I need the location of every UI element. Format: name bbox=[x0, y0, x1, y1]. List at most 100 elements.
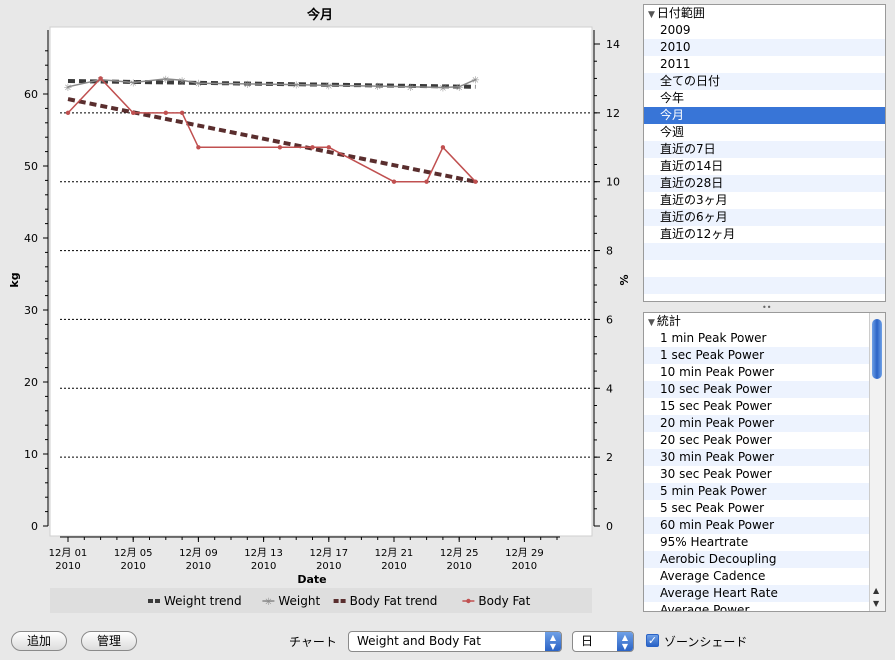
bottom-axis-tick-label: 12月 01 bbox=[49, 547, 88, 559]
right-axis-tick-label: 12 bbox=[606, 107, 620, 120]
scrollbar-thumb[interactable] bbox=[872, 319, 882, 379]
right-axis-tick-label: 6 bbox=[606, 313, 613, 326]
plot-background bbox=[49, 26, 593, 537]
empty-row bbox=[644, 260, 885, 277]
stats-item[interactable]: 15 sec Peak Power bbox=[660, 399, 772, 413]
legend-label: Weight trend bbox=[164, 594, 242, 608]
legend-swatch-marker bbox=[466, 598, 471, 604]
date-range-item[interactable]: 今年 bbox=[660, 91, 685, 105]
bottom-axis-tick-year: 2010 bbox=[251, 561, 276, 572]
chart-label: チャート bbox=[289, 635, 337, 649]
right-axis-tick-label: 8 bbox=[606, 245, 613, 258]
select-arrows-icon: ▲ ▼ bbox=[545, 632, 561, 651]
series-point: ✳ bbox=[64, 83, 72, 94]
right-axis-tick-label: 0 bbox=[606, 520, 613, 533]
zone-shade-label: ゾーンシェード bbox=[664, 635, 748, 649]
series-point bbox=[473, 179, 478, 184]
date-range-item[interactable]: 直近の14日 bbox=[660, 159, 724, 173]
stats-item[interactable]: 5 sec Peak Power bbox=[660, 501, 765, 515]
date-range-item[interactable]: 直近の6ヶ月 bbox=[644, 209, 885, 226]
stats-header[interactable]: ▼ 統計 bbox=[644, 313, 885, 330]
bottom-axis-tick-label: 12月 29 bbox=[505, 547, 544, 559]
stats-scrollbar[interactable]: ▲ ▼ bbox=[869, 313, 885, 611]
chart-title: 今月 bbox=[306, 7, 333, 23]
series-point: ✳ bbox=[129, 78, 137, 89]
stats-item[interactable]: 1 sec Peak Power bbox=[644, 347, 869, 364]
date-range-item[interactable]: 全ての日付 bbox=[644, 73, 885, 90]
date-range-item[interactable]: 直近の12ヶ月 bbox=[660, 227, 736, 241]
date-range-item[interactable]: 2009 bbox=[660, 23, 691, 37]
date-range-item[interactable]: 2011 bbox=[660, 57, 691, 71]
series-point bbox=[440, 145, 446, 150]
stats-list: 1 min Peak Power 1 sec Peak Power 10 min P… bbox=[644, 330, 869, 611]
left-axis-tick-label: 40 bbox=[24, 232, 38, 245]
date-range-panel[interactable]: ▼ 日付範囲 2009 2010 2011 全ての日付 今年今月 今週直近の7日 直近の14日… bbox=[643, 4, 886, 302]
stats-item[interactable]: 1 min Peak Power bbox=[660, 331, 767, 345]
disclosure-triangle-icon[interactable]: ▼ bbox=[648, 10, 655, 20]
bottom-axis-tick-year: 2010 bbox=[120, 561, 145, 572]
series-point: ✳ bbox=[325, 81, 333, 92]
period-select[interactable]: 日 ▲ ▼ bbox=[572, 631, 634, 652]
legend-label: Weight bbox=[278, 594, 320, 608]
bottom-axis-tick-year: 2010 bbox=[381, 561, 406, 572]
right-axis-tick-label: 14 bbox=[606, 38, 620, 51]
splitter-handle-icon[interactable]: •• bbox=[762, 303, 772, 312]
series-point: ✳ bbox=[96, 76, 104, 87]
chart-svg: 今月 0 10 20 30 40 50 60 kg 0 2 4 6 8 10 12 14% 12月 01 2010 1… bbox=[8, 7, 631, 613]
stats-item[interactable]: Average Heart Rate bbox=[644, 585, 869, 602]
bottom-axis-tick-label: 12月 17 bbox=[309, 547, 348, 559]
stats-item[interactable]: Aerobic Decoupling bbox=[644, 551, 869, 568]
x-axis-label: Date bbox=[297, 573, 326, 586]
stats-item[interactable]: 95% Heartrate bbox=[660, 535, 749, 549]
empty-row bbox=[644, 243, 885, 260]
disclosure-triangle-icon[interactable]: ▼ bbox=[648, 318, 655, 328]
date-range-item[interactable]: 今週 bbox=[660, 125, 685, 139]
legend-label: Body Fat trend bbox=[350, 594, 438, 608]
stats-item[interactable]: 30 sec Peak Power bbox=[660, 467, 772, 481]
chart-select-value: Weight and Body Fat bbox=[357, 634, 481, 648]
right-axis-tick-label: 4 bbox=[606, 382, 613, 395]
stats-panel[interactable]: ▼ 統計 1 min Peak Power 1 sec Peak Power 10 m… bbox=[643, 312, 886, 612]
series-point bbox=[163, 110, 168, 116]
select-arrows-icon: ▲ ▼ bbox=[617, 632, 633, 651]
series-point bbox=[326, 145, 331, 150]
period-select-value: 日 bbox=[581, 634, 594, 648]
stats-item[interactable]: 10 sec Peak Power bbox=[644, 381, 869, 398]
legend-background bbox=[50, 588, 592, 613]
stats-item[interactable]: Average Cadence bbox=[660, 569, 766, 583]
date-range-item[interactable]: 直近の7日 bbox=[644, 141, 885, 158]
scroll-up-icon[interactable]: ▲ bbox=[873, 586, 880, 595]
stats-header-label: 統計 bbox=[656, 314, 681, 328]
date-range-item[interactable]: 今月 bbox=[644, 107, 885, 124]
bottom-axis-tick-label: 12月 13 bbox=[244, 547, 283, 559]
date-range-item[interactable]: 直近の28日 bbox=[644, 175, 885, 192]
add-button[interactable]: 追加 bbox=[11, 631, 67, 651]
stats-item[interactable]: 20 sec Peak Power bbox=[660, 433, 772, 447]
scroll-down-icon[interactable]: ▼ bbox=[873, 599, 880, 608]
series-point: ✳ bbox=[471, 76, 479, 87]
stats-item[interactable]: 60 min Peak Power bbox=[644, 517, 869, 534]
left-axis-label: kg bbox=[8, 272, 21, 287]
date-range-header[interactable]: ▼ 日付範囲 bbox=[644, 5, 885, 22]
stats-item[interactable]: 30 min Peak Power bbox=[644, 449, 869, 466]
chart-select[interactable]: Weight and Body Fat ▲ ▼ bbox=[348, 631, 562, 652]
stats-item[interactable]: 20 min Peak Power bbox=[644, 415, 869, 432]
series-point bbox=[196, 145, 201, 150]
right-axis-tick-label: 2 bbox=[606, 451, 613, 464]
stats-item[interactable]: Average Power bbox=[660, 603, 750, 612]
bottom-axis-tick-label: 12月 25 bbox=[440, 547, 479, 559]
left-axis-tick-label: 20 bbox=[24, 376, 38, 389]
left-axis-tick-label: 50 bbox=[24, 160, 38, 173]
manage-button[interactable]: 管理 bbox=[81, 631, 137, 651]
stats-item[interactable]: 5 min Peak Power bbox=[644, 483, 869, 500]
legend-label: Body Fat bbox=[478, 594, 530, 608]
series-point bbox=[131, 110, 136, 116]
series-point: ✳ bbox=[178, 76, 186, 87]
date-range-item[interactable]: 直近の3ヶ月 bbox=[660, 193, 728, 207]
stats-item[interactable]: 10 min Peak Power bbox=[660, 365, 775, 379]
date-range-item[interactable]: 2010 bbox=[644, 39, 885, 56]
series-point: ✳ bbox=[455, 83, 463, 94]
series-point bbox=[179, 110, 185, 116]
series-point bbox=[98, 76, 103, 81]
zone-shade-checkbox[interactable]: ✓ bbox=[646, 634, 659, 647]
